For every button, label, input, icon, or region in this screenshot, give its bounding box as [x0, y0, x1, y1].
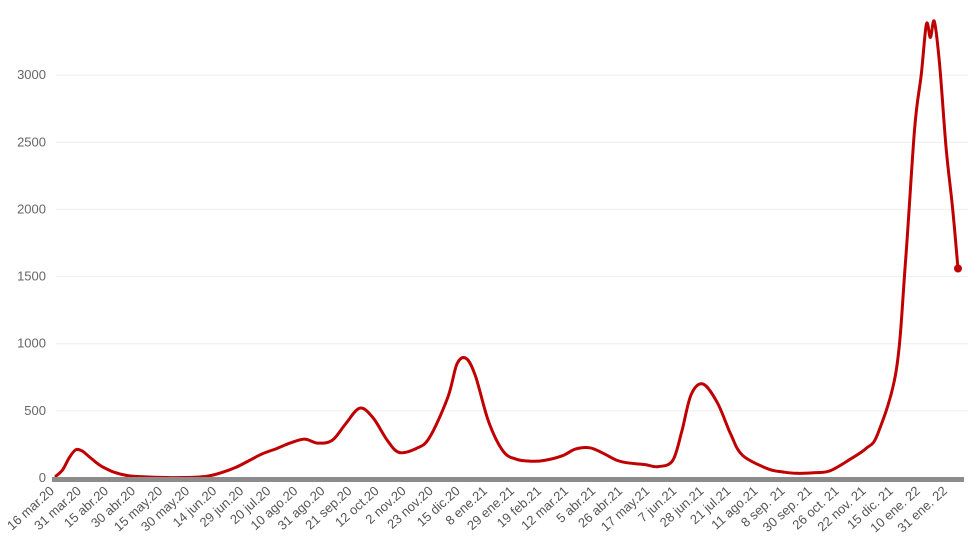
x-axis-line — [52, 477, 964, 482]
y-tick-labels: 0 500 1000 1500 2000 2500 3000 — [17, 67, 46, 485]
series-line-layer — [54, 19, 962, 480]
y-tick-label: 1000 — [17, 336, 46, 351]
x-axis — [52, 477, 964, 482]
y-tick-label: 3000 — [17, 67, 46, 82]
y-tick-label: 0 — [39, 470, 46, 485]
last-value-marker — [954, 264, 962, 273]
y-tick-label: 2500 — [17, 134, 46, 149]
y-tick-label: 500 — [24, 403, 46, 418]
gridlines — [56, 74, 968, 412]
y-tick-label: 1500 — [17, 269, 46, 284]
y-tick-label: 2000 — [17, 201, 46, 216]
series-line — [54, 19, 960, 480]
